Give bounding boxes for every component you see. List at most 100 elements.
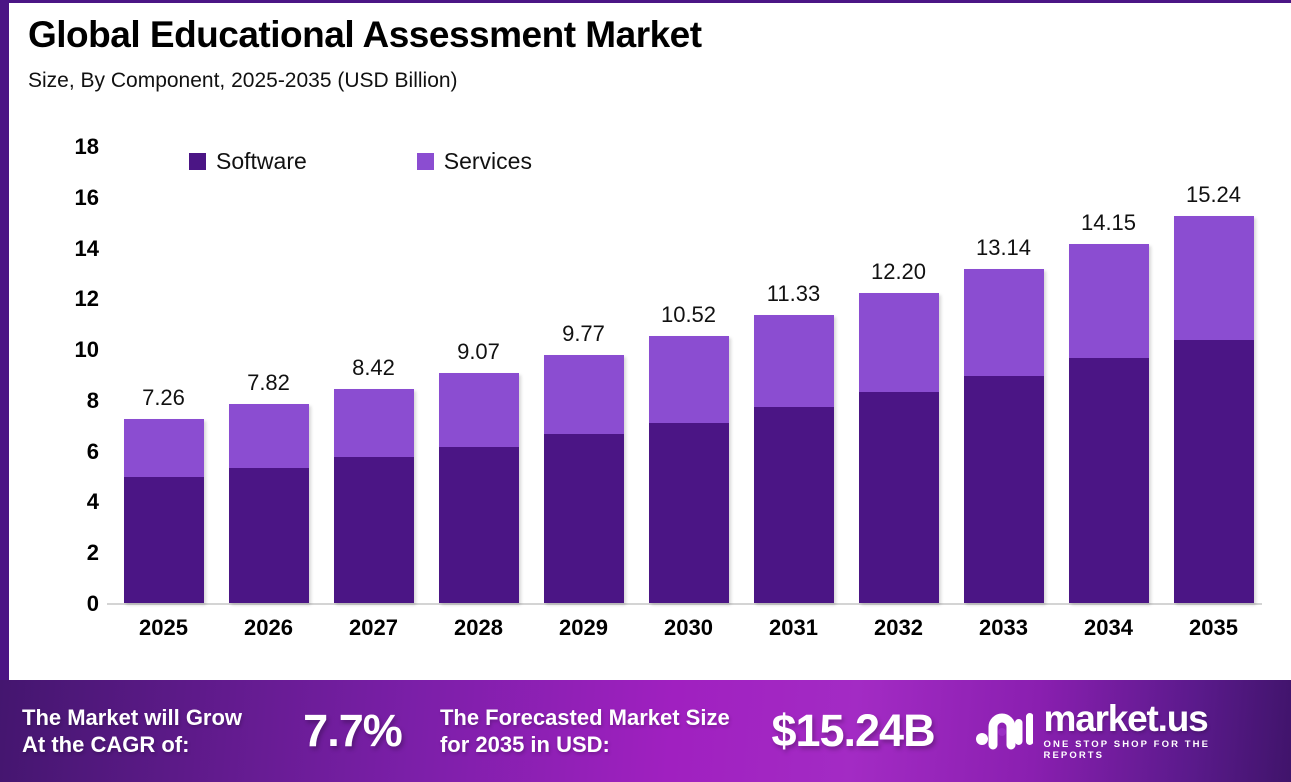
x-axis-label: 2030	[664, 615, 713, 640]
bar-value-label: 13.14	[975, 235, 1032, 261]
logo-text-block: market.us ONE STOP SHOP FOR THE REPORTS	[1043, 698, 1268, 761]
bar-value-label: 9.07	[457, 338, 500, 364]
bar-segment-software[interactable]	[648, 423, 729, 603]
y-axis-tick: 14	[74, 235, 99, 261]
bar-segment-software[interactable]	[333, 457, 414, 603]
forecast-value: $15.24B	[771, 705, 935, 756]
bar-segment-services[interactable]	[333, 389, 414, 458]
x-axis-label: 2027	[349, 615, 398, 640]
chart-legend: Software Services	[189, 148, 532, 175]
bar-value-label: 14.15	[1080, 209, 1137, 235]
bar-segment-software[interactable]	[123, 477, 204, 603]
bar-group[interactable]: 7.82	[228, 370, 309, 603]
y-axis-tick: 8	[86, 387, 99, 413]
y-axis-tick: 10	[74, 337, 99, 363]
y-axis-tick: 2	[86, 540, 99, 566]
bar-group[interactable]: 12.20	[858, 259, 939, 603]
bar-segment-software[interactable]	[858, 392, 939, 603]
stacked-bar[interactable]	[123, 418, 204, 603]
bar-segment-services[interactable]	[123, 418, 204, 478]
bar-value-label: 15.24	[1185, 182, 1242, 208]
y-axis-tick: 16	[74, 184, 99, 210]
bar-segment-software[interactable]	[228, 467, 309, 603]
logo-tagline: ONE STOP SHOP FOR THE REPORTS	[1043, 738, 1211, 761]
bar-segment-software[interactable]	[1068, 357, 1149, 603]
cagr-value: 7.7%	[303, 705, 403, 756]
x-axis-label: 2034	[1084, 615, 1133, 640]
plot-area: 0 2 4 6 8 10 12 14 16 18 7.26 2025 7.82 2026 8.42 2027…	[9, 3, 1291, 663]
bar-group[interactable]: 15.24	[1173, 182, 1254, 603]
page-title: Global Educational Assessment Market	[28, 14, 702, 55]
bar-segment-software[interactable]	[438, 446, 519, 603]
logo-wordmark: market.us	[1043, 698, 1209, 740]
stacked-bar[interactable]	[1068, 243, 1149, 603]
bar-segment-software[interactable]	[963, 376, 1044, 603]
y-axis-tick: 18	[74, 134, 99, 159]
legend-label: Software	[216, 148, 307, 174]
y-axis-tick: 0	[86, 591, 99, 616]
x-axis-label: 2033	[979, 615, 1028, 640]
bar-segment-services[interactable]	[648, 335, 729, 423]
market-us-logo[interactable]: market.us ONE STOP SHOP FOR THE REPORTS	[975, 698, 1268, 761]
y-axis-tick: 6	[86, 438, 99, 464]
x-axis-label: 2028	[454, 615, 503, 640]
forecast-label: The Forecasted Market Size for 2035 in U…	[439, 704, 730, 758]
bar-segment-services[interactable]	[963, 269, 1044, 377]
bar-segment-services[interactable]	[753, 315, 834, 407]
stacked-bar[interactable]	[648, 335, 729, 603]
bar-group[interactable]: 14.15	[1068, 210, 1149, 603]
bar-segment-services[interactable]	[543, 354, 624, 435]
x-axis-label: 2029	[559, 615, 608, 640]
bar-value-label: 10.52	[660, 301, 717, 327]
bar-group[interactable]: 13.14	[963, 235, 1044, 603]
legend-swatch-icon	[416, 153, 434, 170]
x-axis-label: 2026	[244, 615, 293, 640]
stacked-bar[interactable]	[963, 269, 1044, 603]
bar-segment-services[interactable]	[228, 404, 309, 468]
stacked-bar[interactable]	[228, 404, 309, 603]
stacked-bar[interactable]	[1173, 216, 1254, 603]
y-axis-tick: 12	[74, 286, 99, 312]
bar-group[interactable]: 10.52	[648, 302, 729, 603]
x-axis-line	[107, 603, 1262, 605]
legend-label: Services	[443, 148, 532, 174]
x-axis-label: 2032	[874, 615, 923, 640]
footer-banner: The Market will Grow At the CAGR of: 7.7…	[0, 680, 1291, 782]
x-axis-label: 2035	[1189, 615, 1238, 640]
legend-item-services[interactable]: Services	[416, 148, 532, 175]
bar-value-label: 11.33	[766, 281, 821, 307]
chart-header: Global Educational Assessment Market Siz…	[28, 14, 702, 93]
y-axis-tick: 4	[86, 489, 99, 515]
bar-segment-services[interactable]	[438, 372, 519, 447]
x-axis-label: 2025	[139, 615, 188, 640]
bar-segment-software[interactable]	[753, 407, 834, 603]
bar-segment-software[interactable]	[543, 434, 624, 603]
market-us-mark-icon	[975, 705, 1033, 756]
bar-value-label: 7.82	[247, 370, 290, 396]
bar-segment-software[interactable]	[1173, 340, 1254, 603]
bar-group[interactable]: 9.77	[543, 321, 624, 603]
legend-swatch-icon	[189, 153, 206, 170]
bar-series-container: 7.26 2025 7.82 2026 8.42 2027 9.07 2028 9.77 2029…	[107, 3, 1262, 663]
bar-group[interactable]: 11.33	[753, 281, 834, 603]
legend-item-software[interactable]: Software	[189, 148, 307, 175]
bar-group[interactable]: 9.07	[438, 339, 519, 603]
bar-group[interactable]: 8.42	[333, 355, 414, 603]
stacked-bar[interactable]	[333, 389, 414, 603]
bar-value-label: 9.77	[562, 320, 605, 346]
y-axis-labels: 0 2 4 6 8 10 12 14 16 18	[47, 3, 99, 663]
stacked-bar[interactable]	[753, 315, 834, 603]
bar-group[interactable]: 7.26	[123, 385, 204, 603]
bar-segment-services[interactable]	[1068, 243, 1149, 358]
bar-segment-services[interactable]	[1173, 216, 1254, 341]
bar-segment-services[interactable]	[858, 293, 939, 393]
chart-subtitle: Size, By Component, 2025-2035 (USD Billi…	[28, 68, 458, 92]
cagr-label: The Market will Grow At the CAGR of:	[22, 704, 243, 758]
stacked-bar[interactable]	[438, 372, 519, 603]
x-axis-label: 2031	[769, 615, 818, 640]
stacked-bar[interactable]	[543, 354, 624, 603]
bar-value-label: 8.42	[352, 355, 395, 381]
stacked-bar[interactable]	[858, 293, 939, 603]
bar-value-label: 7.26	[142, 384, 185, 410]
